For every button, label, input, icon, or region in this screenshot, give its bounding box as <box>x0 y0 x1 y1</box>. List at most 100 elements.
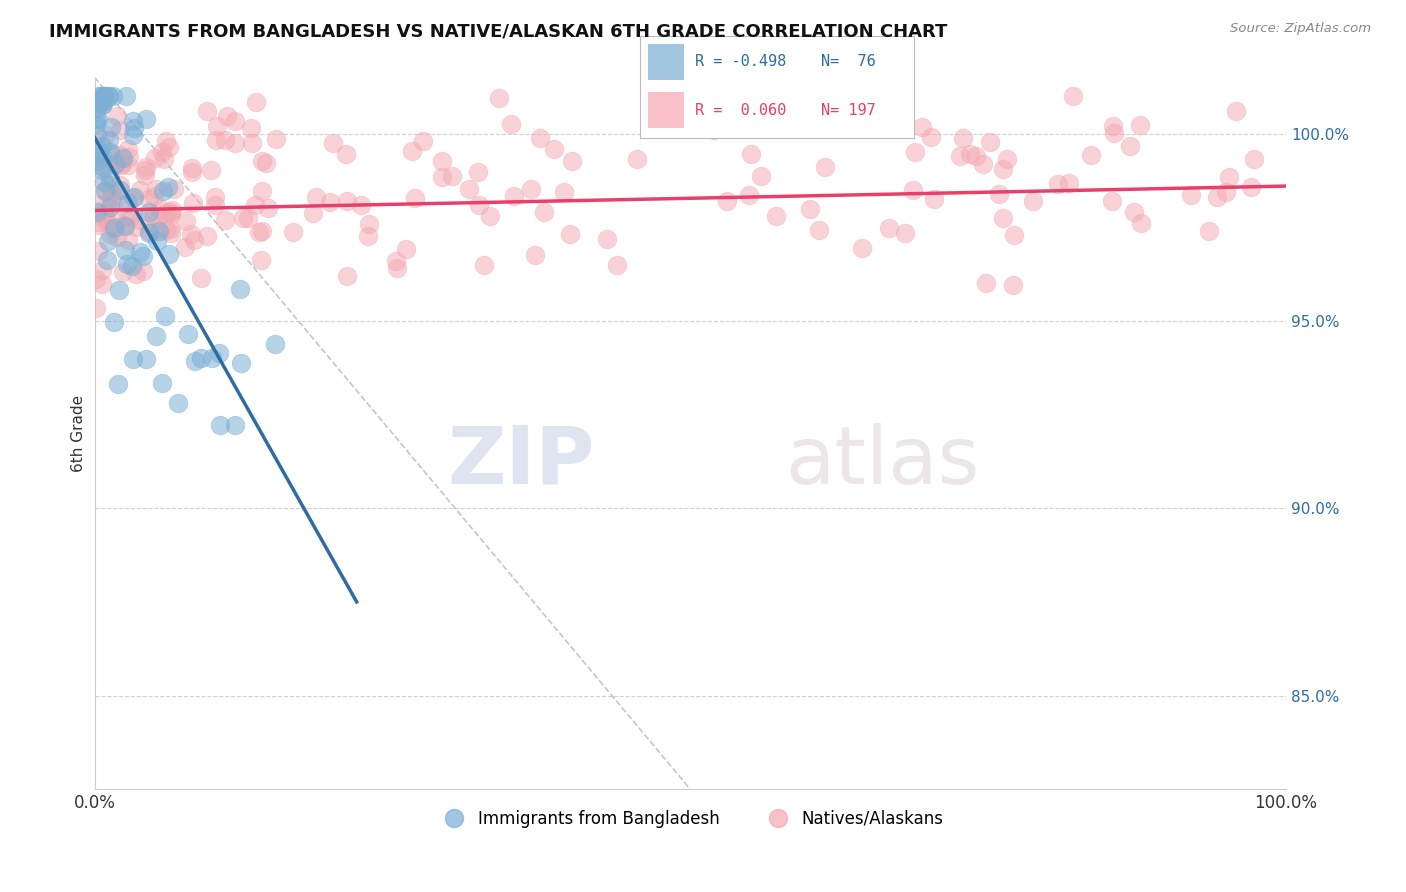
Point <box>112 151 135 165</box>
Point <box>247 226 270 240</box>
Point <box>952 131 974 145</box>
Point <box>472 258 495 272</box>
Point <box>240 136 263 150</box>
Point <box>200 351 222 366</box>
Point <box>159 221 181 235</box>
Point <box>146 235 169 249</box>
Point <box>245 95 267 110</box>
Point <box>894 226 917 240</box>
Point <box>148 224 170 238</box>
Point <box>195 103 218 118</box>
Point <box>357 229 380 244</box>
Point <box>207 120 229 134</box>
Point <box>100 120 122 135</box>
Point <box>108 178 131 192</box>
Point <box>1198 224 1220 238</box>
Point <box>103 221 125 235</box>
Point <box>229 282 252 296</box>
Point <box>125 267 148 281</box>
Point <box>240 121 263 136</box>
Point <box>87 215 110 229</box>
Point <box>183 234 205 248</box>
Point <box>98 171 121 186</box>
Point <box>1001 277 1024 292</box>
Point <box>959 147 981 161</box>
Point <box>765 209 787 223</box>
Point <box>1130 216 1153 230</box>
Point <box>90 146 112 161</box>
Point <box>229 356 252 370</box>
Text: ZIP: ZIP <box>447 423 595 500</box>
Point <box>84 272 107 286</box>
Point <box>995 152 1018 166</box>
Point <box>128 245 150 260</box>
Point <box>440 169 463 184</box>
Point <box>91 89 114 103</box>
Point <box>110 158 132 172</box>
Point <box>112 218 135 232</box>
Point <box>520 182 543 196</box>
Point <box>86 204 108 219</box>
Point <box>305 190 328 204</box>
Point <box>217 109 239 123</box>
Point <box>159 207 181 221</box>
Point <box>264 336 287 351</box>
Point <box>84 196 107 211</box>
Point <box>108 147 131 161</box>
Point <box>131 264 153 278</box>
Point <box>200 163 222 178</box>
Point <box>543 142 565 156</box>
Point <box>467 165 489 179</box>
Point <box>1243 152 1265 166</box>
Bar <box>648 44 683 79</box>
Point <box>254 155 277 169</box>
Point <box>148 202 170 216</box>
Point <box>125 219 148 234</box>
Point <box>157 140 180 154</box>
Point <box>181 196 204 211</box>
Text: N=  76: N= 76 <box>821 54 876 70</box>
Point <box>322 136 344 150</box>
Point <box>385 253 408 268</box>
Point <box>350 198 373 212</box>
Point <box>174 240 197 254</box>
Point <box>1129 119 1152 133</box>
Point <box>335 194 357 209</box>
Text: Source: ZipAtlas.com: Source: ZipAtlas.com <box>1230 22 1371 36</box>
Point <box>134 162 156 177</box>
Point <box>86 244 108 259</box>
Point <box>93 176 115 190</box>
Point <box>114 244 136 258</box>
Point <box>107 283 129 297</box>
Point <box>972 157 994 171</box>
Point <box>97 89 120 103</box>
Point <box>749 169 772 183</box>
Point <box>250 184 273 198</box>
Point <box>138 205 160 219</box>
Point <box>117 233 139 247</box>
Point <box>157 246 180 260</box>
Point <box>214 133 236 147</box>
Point <box>160 202 183 217</box>
Point <box>105 230 128 244</box>
Point <box>131 249 153 263</box>
Point <box>1218 169 1240 184</box>
Point <box>90 163 112 178</box>
Point <box>97 234 120 248</box>
Point <box>114 219 136 233</box>
Point <box>152 184 174 198</box>
Point <box>86 158 108 172</box>
Y-axis label: 6th Grade: 6th Grade <box>72 395 86 472</box>
Point <box>533 204 555 219</box>
Point <box>606 258 628 272</box>
Point <box>335 147 357 161</box>
Point <box>799 202 821 216</box>
Point <box>108 122 131 136</box>
Point <box>91 94 114 108</box>
Point <box>949 149 972 163</box>
Point <box>86 128 108 142</box>
Point <box>107 214 129 228</box>
Point <box>502 188 524 202</box>
Point <box>190 271 212 285</box>
Text: N= 197: N= 197 <box>821 103 876 118</box>
